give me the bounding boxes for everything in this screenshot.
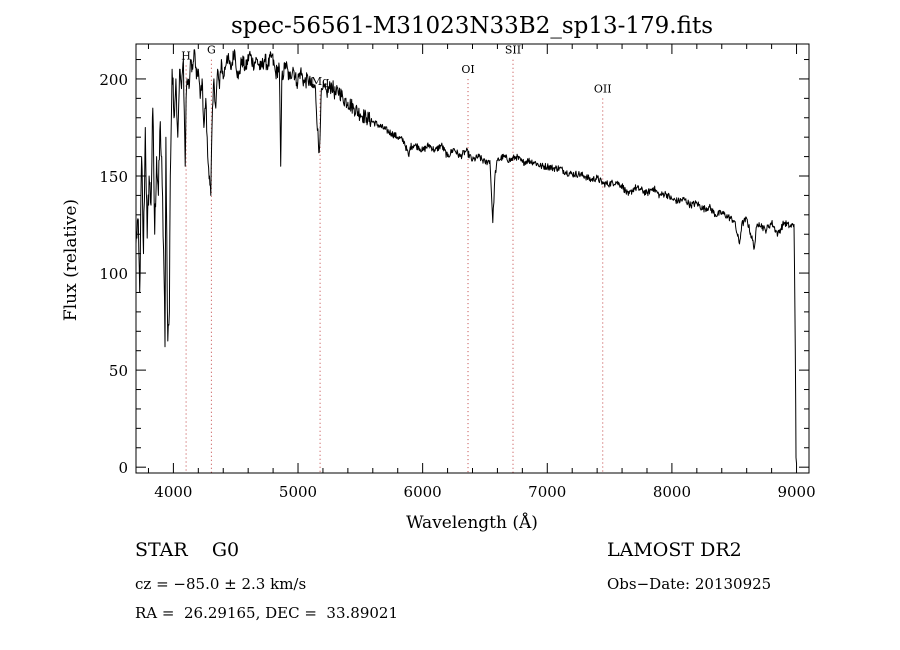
x-tick-label: 6000 [404,483,442,501]
plot-frame [135,43,810,474]
y-tick-label: 50 [109,362,128,380]
line-label-oii: OII [594,83,612,96]
y-tick-label: 200 [99,71,128,89]
y-tick-label: 150 [99,168,128,186]
y-tick-label: 100 [99,265,128,283]
x-tick-label: 7000 [528,483,566,501]
line-label-sii: SII [505,44,521,57]
object-class: STAR G0 [135,539,240,561]
redshift-velocity: cz = −85.0 ± 2.3 km/s [135,575,307,593]
x-axis-label: Wavelength (Å) [406,512,538,533]
survey-name: LAMOST DR2 [607,539,742,561]
x-tick-label: 8000 [653,483,691,501]
chart-title: spec-56561-M31023N33B2_sp13-179.fits [231,13,713,39]
y-tick-label: 0 [118,459,128,477]
observation-date: Obs−Date: 20130925 [607,575,772,593]
x-tick-label: 5000 [279,483,317,501]
series-line-flux [135,49,797,464]
line-label-oi: OI [461,63,474,76]
x-tick-label: 9000 [777,483,815,501]
axis-ticks: 4000 5000 6000 7000 8000 9000 0 50 100 150 200 [99,44,816,501]
series-layer [135,49,797,464]
x-tick-label: 4000 [154,483,192,501]
coordinates: RA = 26.29165, DEC = 33.89021 [135,604,399,622]
line-label-g: G [207,44,216,57]
line-label-h: H [181,50,191,63]
y-axis-label: Flux (relative) [61,199,81,321]
